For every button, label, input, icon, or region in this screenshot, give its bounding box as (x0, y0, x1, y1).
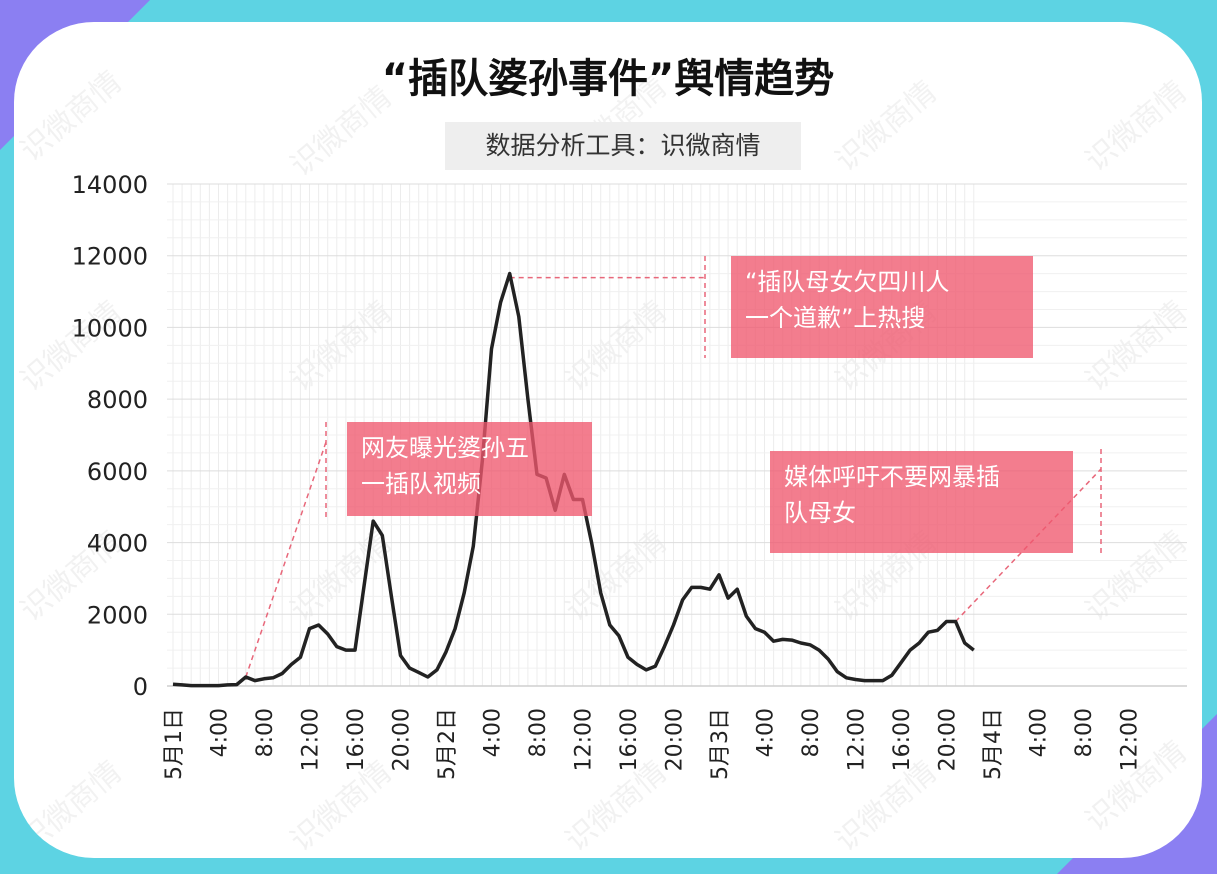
x-tick-label: 16:00 (617, 708, 642, 771)
chart-panel: 识微商情 识微商情 识微商情 识微商情 识微商情 识微商情 识微商情 识微商情 … (14, 22, 1202, 858)
x-tick-label: 12:00 (845, 708, 870, 771)
x-axis-ticks: 5月1日 4:00 8:00 12:00 16:00 20:00 5月2日 4:00 8:00 1… (162, 708, 1143, 780)
y-tick-label: 2000 (87, 601, 148, 629)
x-tick-label: 20:00 (663, 708, 688, 771)
y-tick-label: 4000 (87, 530, 148, 558)
x-tick-label: 4:00 (208, 708, 233, 757)
x-tick-label: 5月2日 (435, 708, 460, 780)
chart-subtitle: 数据分析工具：识微商情 (445, 122, 801, 170)
y-tick-label: 8000 (87, 386, 148, 414)
y-tick-label: 6000 (87, 458, 148, 486)
x-tick-label: 20:00 (936, 708, 961, 771)
annotation-box: 媒体呼吁不要网暴插 队母女 (770, 451, 1073, 553)
x-tick-label: 12:00 (572, 708, 597, 771)
x-tick-label: 8:00 (799, 708, 824, 757)
x-tick-label: 5月3日 (708, 708, 733, 780)
annotation-leader-lines (245, 256, 1102, 678)
trend-chart: 0 2000 4000 6000 8000 10000 12000 14000 5月1日 4:0… (72, 171, 1187, 780)
x-tick-label: 20:00 (390, 708, 415, 771)
x-tick-label: 4:00 (1027, 708, 1052, 757)
y-tick-label: 10000 (72, 314, 148, 342)
x-tick-label: 4:00 (754, 708, 779, 757)
y-tick-label: 12000 (72, 243, 148, 271)
x-tick-label: 4:00 (481, 708, 506, 757)
x-tick-label: 5月1日 (162, 708, 187, 780)
chart-title: “插队婆孙事件”舆情趋势 (381, 56, 835, 102)
y-tick-label: 0 (133, 673, 148, 701)
x-tick-label: 8:00 (526, 708, 551, 757)
annotation-box: 网友曝光婆孙五 一插队视频 (347, 422, 592, 516)
x-tick-label: 12:00 (299, 708, 324, 771)
y-tick-label: 14000 (72, 171, 148, 199)
leader-line (955, 468, 1102, 622)
x-tick-label: 12:00 (1118, 708, 1143, 771)
x-tick-label: 16:00 (890, 708, 915, 771)
x-tick-label: 5月4日 (981, 708, 1006, 780)
y-axis-ticks: 0 2000 4000 6000 8000 10000 12000 14000 (72, 171, 148, 701)
x-tick-label: 16:00 (344, 708, 369, 771)
leader-line (245, 441, 327, 678)
x-tick-label: 8:00 (1072, 708, 1097, 757)
x-tick-label: 8:00 (253, 708, 278, 757)
horizontal-gridlines (167, 183, 1187, 687)
annotation-box: “插队母女欠四川人 一个道歉”上热搜 (731, 256, 1033, 358)
